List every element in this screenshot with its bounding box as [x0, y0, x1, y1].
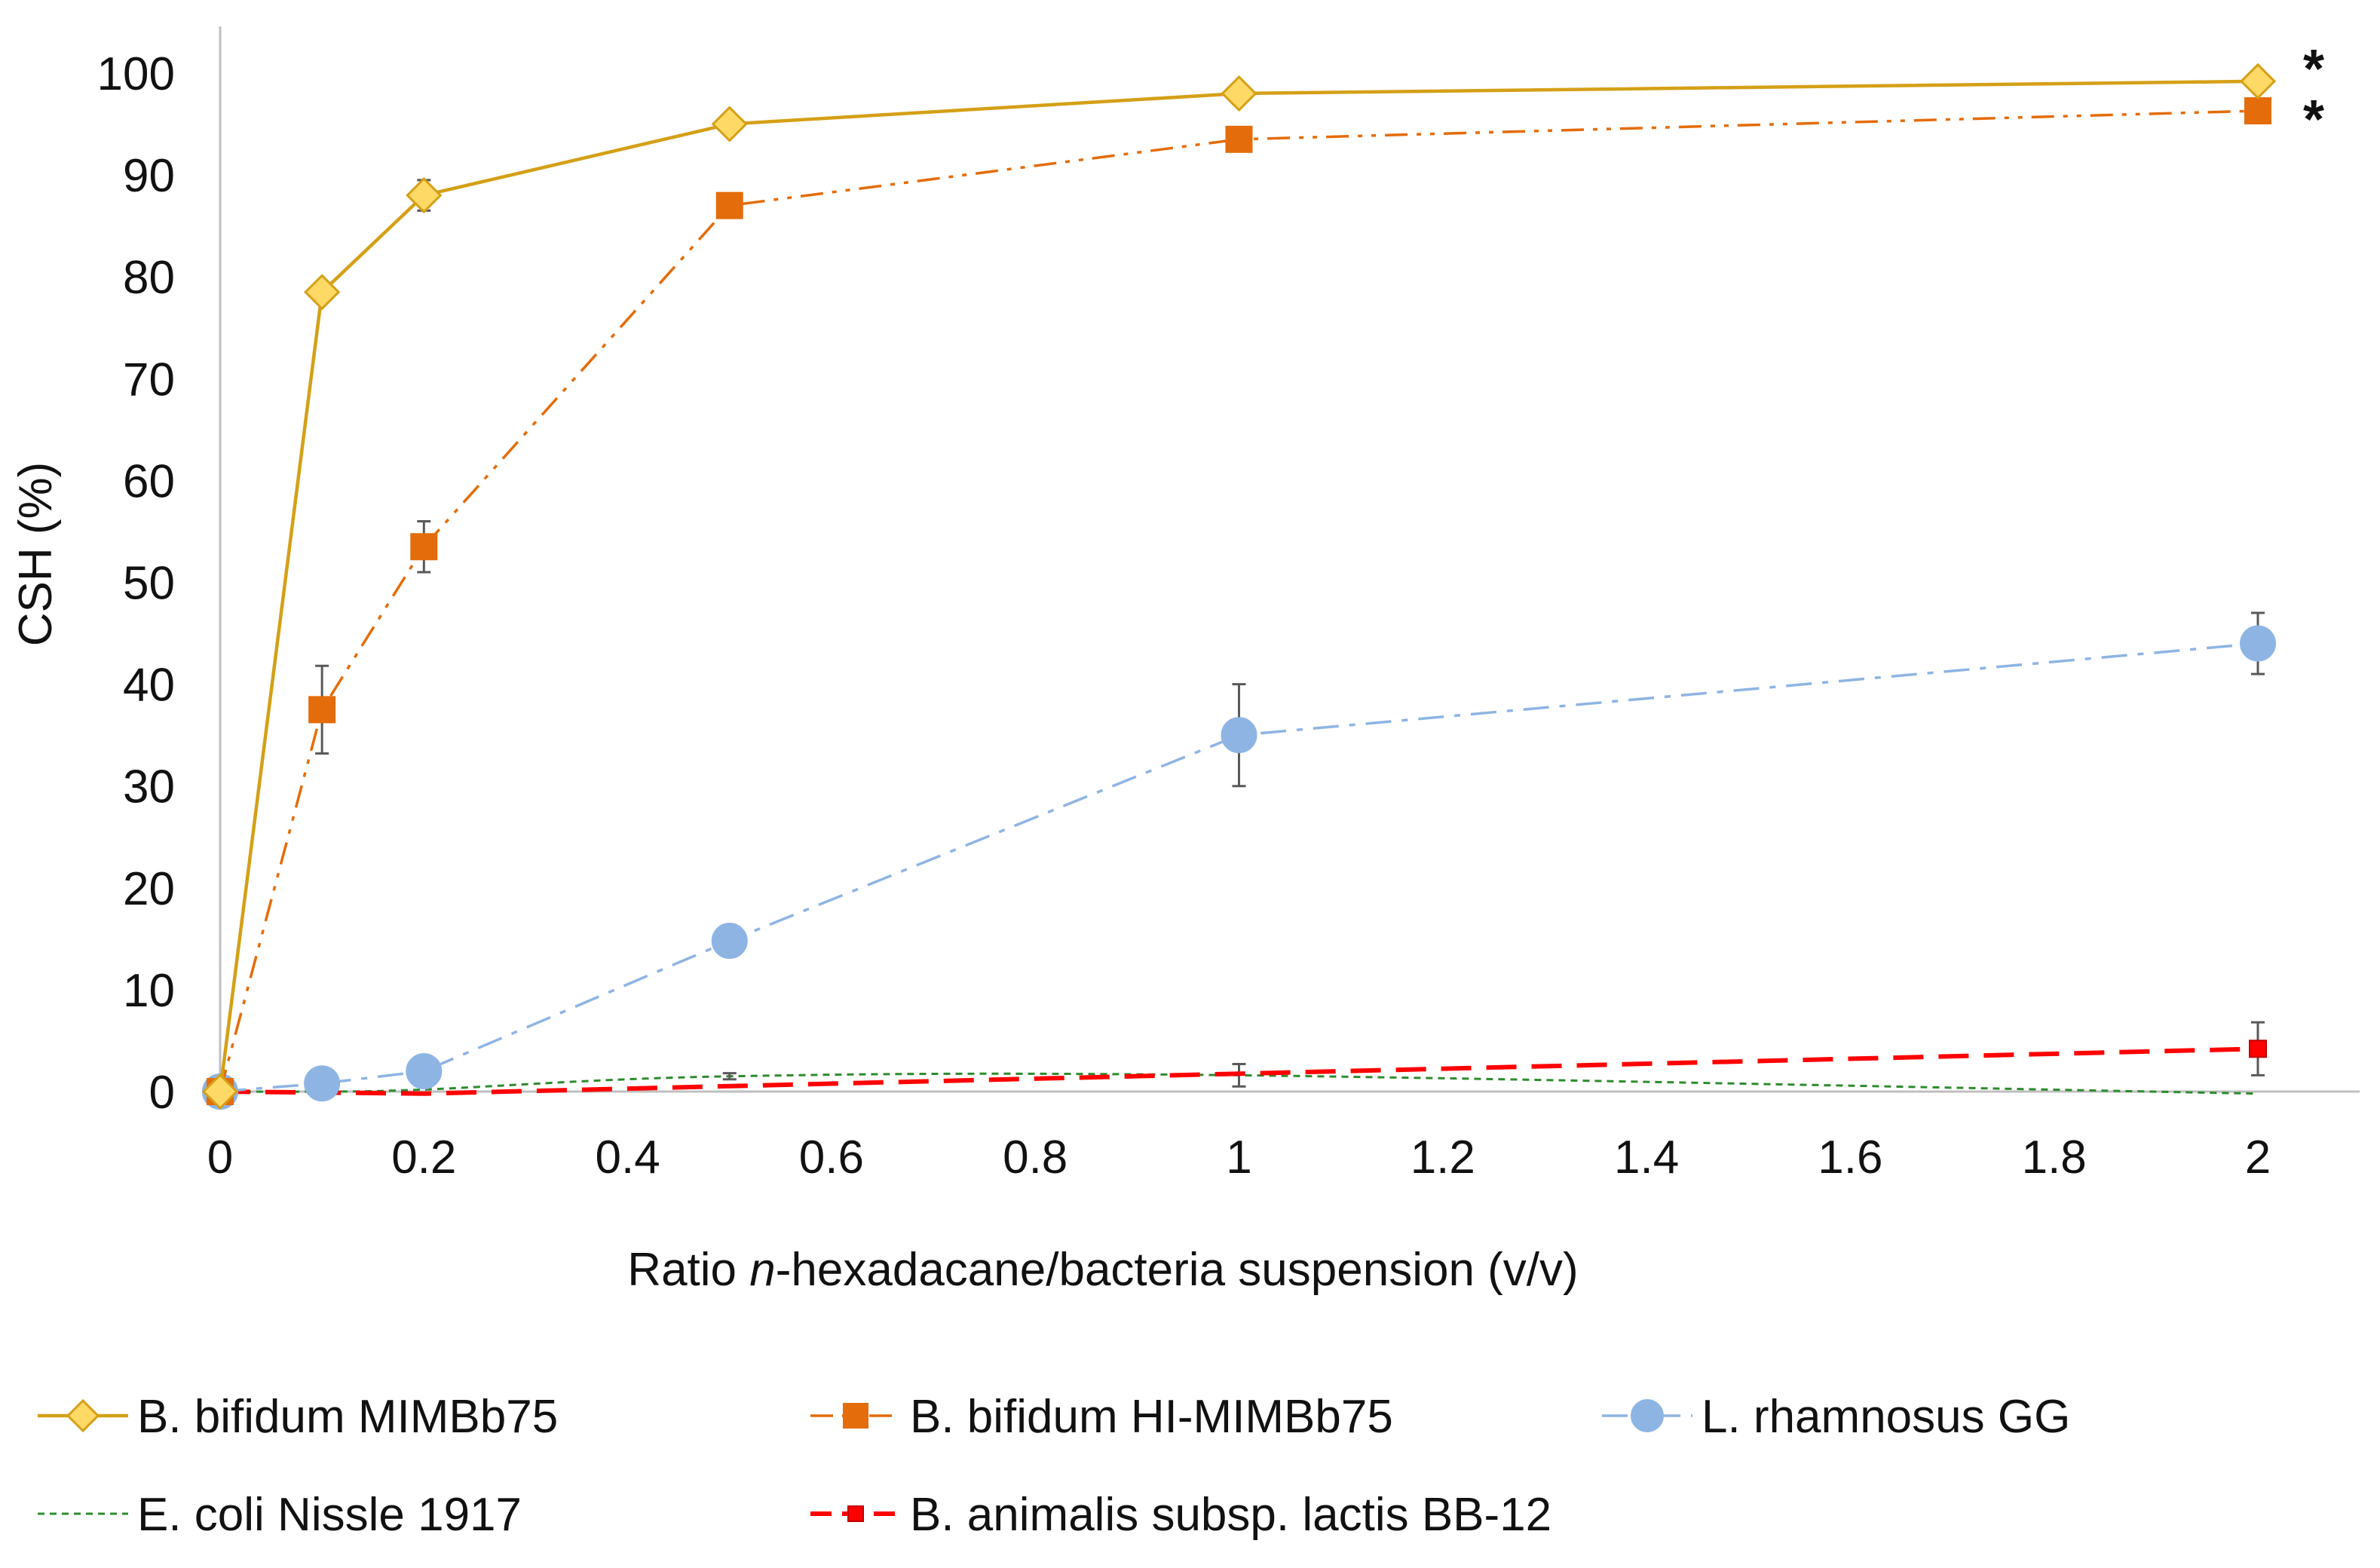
- legend-marker: [66, 1398, 100, 1433]
- data-point: [304, 274, 341, 311]
- y-tick-label: 0: [149, 1067, 175, 1119]
- legend-item-3: E. coli Nissle 1917: [38, 1489, 522, 1541]
- data-point: [304, 1065, 341, 1102]
- y-tick-label: 20: [123, 863, 175, 915]
- y-tick-label: 30: [123, 761, 175, 813]
- x-tick-label: 0.4: [595, 1132, 660, 1184]
- data-point: [715, 191, 743, 219]
- y-tick-label: 10: [123, 965, 175, 1017]
- series-line: [218, 79, 2259, 1092]
- x-axis-title-post: -hexadacane/bacteria suspension (v/v): [776, 1244, 1579, 1296]
- x-tick-label: 2: [2245, 1132, 2271, 1184]
- y-tick-label: 90: [123, 150, 175, 202]
- x-axis-title-pre: Ratio: [627, 1244, 749, 1296]
- legend-label: L. rhamnosus GG: [1702, 1391, 2070, 1443]
- x-tick-label: 1.4: [1614, 1132, 1679, 1184]
- data-point: [201, 1073, 239, 1110]
- legend-item-0: B. bifidum MIMBb75: [38, 1391, 558, 1443]
- y-tick-label: 100: [97, 48, 175, 100]
- series-layer: **: [201, 39, 2324, 1110]
- series-line: [219, 1046, 2259, 1096]
- y-tick-label: 60: [123, 455, 175, 507]
- data-point: [2240, 625, 2276, 662]
- x-axis-title: Ratio n-hexadacane/bacteria suspension (…: [627, 1244, 1578, 1296]
- legend-item-1: B. bifidum HI-MIMBb75: [810, 1391, 1393, 1443]
- x-tick-label: 0: [207, 1132, 233, 1184]
- legend-label: E. coli Nissle 1917: [137, 1489, 522, 1541]
- data-point: [406, 176, 443, 214]
- x-tick-label: 0.6: [799, 1132, 864, 1184]
- data-point: [406, 1052, 443, 1089]
- legend-item-4: B. animalis subsp. lactis BB-12: [810, 1489, 1551, 1541]
- legend-item-2: L. rhamnosus GG: [1602, 1391, 2070, 1443]
- series-0: *: [201, 39, 2324, 1110]
- data-point: [1221, 717, 1257, 754]
- x-tick-label: 1.6: [1818, 1132, 1882, 1184]
- y-tick-label: 50: [123, 558, 175, 610]
- significance-mark: *: [2303, 90, 2324, 150]
- x-tick-label: 0.2: [391, 1132, 456, 1184]
- x-tick-label: 0.8: [1003, 1132, 1067, 1184]
- series-3: [219, 1063, 2259, 1095]
- data-point: [711, 106, 748, 142]
- series-1: *: [207, 90, 2324, 1105]
- legend-label: B. animalis subsp. lactis BB-12: [910, 1489, 1551, 1541]
- x-tick-label: 1.8: [2022, 1132, 2087, 1184]
- data-point: [308, 696, 336, 724]
- legend-marker: [1631, 1399, 1664, 1432]
- data-point: [2239, 63, 2277, 100]
- x-axis-title-italic: n: [749, 1244, 775, 1296]
- legend: B. bifidum MIMBb75 B. bifidum HI-MIMBb75 L…: [38, 1391, 2070, 1541]
- series-line: [219, 109, 2259, 1092]
- y-tick-label: 40: [123, 660, 175, 712]
- legend-label: B. bifidum HI-MIMBb75: [910, 1391, 1393, 1443]
- y-axis-title: CSH (%): [10, 462, 62, 647]
- y-tick-label: 70: [123, 354, 175, 406]
- data-point: [2244, 96, 2271, 124]
- data-point: [1225, 125, 1253, 153]
- x-tick-label: 1: [1226, 1132, 1251, 1184]
- y-tick-label: 80: [123, 252, 175, 304]
- x-tick-label: 1.2: [1411, 1132, 1475, 1184]
- significance-mark: *: [2303, 39, 2324, 100]
- data-point: [2249, 1040, 2267, 1058]
- series-2: [202, 611, 2276, 1110]
- labels-layer: CSH (%) Ratio n-hexadacane/bacteria susp…: [10, 462, 1579, 1296]
- legend-label: B. bifidum MIMBb75: [137, 1391, 558, 1443]
- data-point: [1221, 75, 1257, 112]
- legend-marker: [843, 1403, 868, 1429]
- series-line: [219, 642, 2259, 1093]
- data-point: [410, 533, 438, 561]
- series-line: [219, 1072, 2259, 1095]
- axes: 0 10 20 30 40 50 60 70 80 90 100 0 0.2 0.4 0.6 0.8 1 1.2 1…: [97, 26, 2360, 1184]
- legend-marker: [847, 1505, 864, 1522]
- data-point: [711, 923, 748, 960]
